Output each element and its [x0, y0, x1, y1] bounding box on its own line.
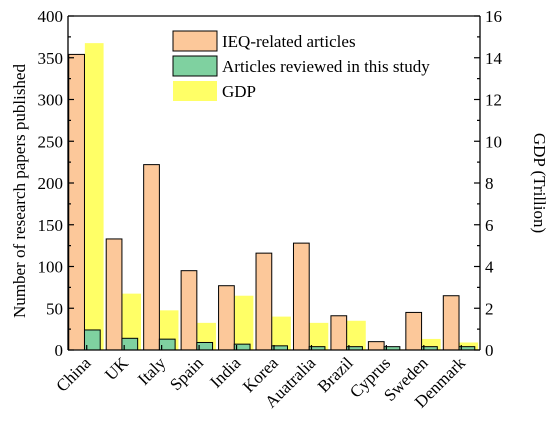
x-tick-label: Spain: [166, 353, 207, 394]
bar-ieq-4: [218, 285, 235, 351]
bar-gdp-6: [309, 322, 329, 350]
bar-gdp-7: [347, 320, 366, 350]
bar-ieq-9: [405, 311, 423, 351]
y-tick-label-left: 300: [38, 91, 64, 110]
y-tick-label-left: 100: [38, 258, 64, 277]
bar-ieq-1: [105, 238, 123, 351]
bar-ieq-8: [367, 341, 385, 351]
y-tick-label-right: 6: [485, 216, 494, 235]
bar-gdp-4: [234, 295, 254, 350]
y-tick-label-right: 0: [485, 341, 494, 360]
y-tick-label-left: 250: [38, 132, 64, 151]
legend-swatch-2: [173, 81, 217, 101]
legend-swatch-0: [172, 30, 218, 52]
x-tick-label: Italy: [134, 353, 170, 389]
y-tick-label-right: 12: [485, 91, 502, 110]
bar-gdp-5: [272, 316, 291, 350]
y-tick-label-left: 400: [38, 7, 64, 26]
y-tick-label-right: 4: [485, 258, 494, 277]
bar-gdp-0: [84, 43, 104, 350]
bar-ieq-0: [68, 53, 85, 351]
legend-swatch-1: [172, 55, 218, 77]
bar-gdp-9: [421, 338, 441, 350]
y-axis-title-left: Number of research papers published: [10, 64, 29, 318]
y-tick-label-left: 150: [38, 216, 64, 235]
legend-label-1: Articles reviewed in this study: [222, 57, 430, 76]
y-tick-label-left: 50: [46, 299, 63, 318]
y-tick-label-right: 10: [485, 132, 502, 151]
y-axis-title-right: GDP (Trillion): [530, 133, 549, 233]
x-tick-label: India: [206, 353, 244, 391]
bar-ieq-7: [330, 315, 348, 351]
bar-gdp-1: [122, 293, 142, 350]
bar-ieq-2: [143, 164, 160, 351]
y-tick-label-left: 350: [38, 49, 64, 68]
x-tick-label: UK: [101, 353, 132, 384]
y-tick-label-right: 8: [485, 174, 494, 193]
bar-ieq-3: [180, 270, 198, 351]
bar-ieq-6: [292, 242, 310, 351]
legend-label-0: IEQ-related articles: [222, 32, 356, 51]
y-tick-label-left: 0: [55, 341, 64, 360]
y-tick-label-right: 16: [485, 7, 502, 26]
bar-ieq-5: [255, 252, 273, 351]
y-tick-label-right: 14: [485, 49, 503, 68]
legend-label-2: GDP: [222, 82, 256, 101]
y-tick-label-right: 2: [485, 299, 494, 318]
bar-ieq-10: [442, 295, 460, 351]
y-tick-label-left: 200: [38, 174, 64, 193]
